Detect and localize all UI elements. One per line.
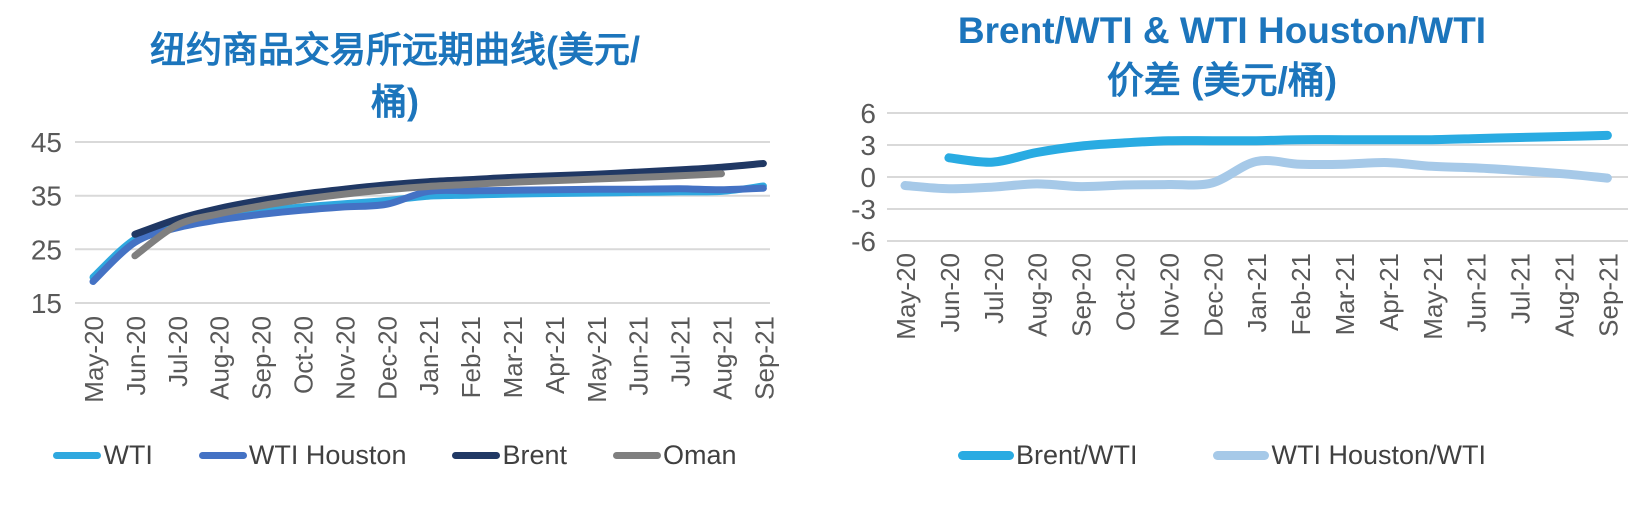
x-axis-tick-label: Mar-21 <box>498 316 528 398</box>
legend-label: Brent/WTI <box>1015 440 1138 470</box>
x-axis-tick-label: May-21 <box>582 316 612 403</box>
legend-item-brent-wti: Brent/WTI <box>957 440 1138 471</box>
plot-area: 630-3-6 May-20 Jun-20 Jul-20 Aug-20 Sep-20 Oct… <box>851 98 1628 340</box>
legend-label: Oman <box>663 440 737 470</box>
y-axis-tick-label: 35 <box>31 181 62 212</box>
x-axis-tick-label: Mar-21 <box>1330 253 1360 335</box>
y-axis-tick-label: 0 <box>860 162 876 193</box>
x-axis-tick-label: Jan-21 <box>414 316 444 396</box>
legend-line-swatch <box>452 452 501 459</box>
y-axis-tick-label: 6 <box>860 98 876 129</box>
x-axis-tick-label: May-21 <box>1418 253 1448 340</box>
x-axis-tick-label: Oct-20 <box>289 316 319 394</box>
x-axis-tick-label: Apr-21 <box>540 316 570 394</box>
x-axis-tick-label: Sep-21 <box>1593 253 1623 337</box>
series-line-brent <box>131 160 767 238</box>
legend-line-swatch <box>53 452 102 459</box>
chart-nymex-forward-curves: 纽约商品交易所远期曲线(美元/ 桶) 45 35 25 15 May-20 Jun-20 J… <box>0 0 790 514</box>
x-axis-tick-label: Aug-20 <box>205 316 235 400</box>
chart-title-line2: 桶) <box>371 81 419 122</box>
legend-item-oman: Oman <box>613 440 737 471</box>
x-axis-tick-label: Oct-20 <box>1111 253 1141 331</box>
x-axis-tick-label: Jul-20 <box>979 253 1009 324</box>
legend: Brent/WTI WTI Houston/WTI <box>800 440 1644 471</box>
legend-line-swatch <box>1213 451 1270 460</box>
x-axis-tick-label: Sep-20 <box>247 316 277 400</box>
x-axis-tick-label: Jun-21 <box>624 316 654 396</box>
legend-label: Brent <box>502 440 568 470</box>
chart-title: 纽约商品交易所远期曲线(美元/ 桶) <box>0 24 790 128</box>
x-axis-tick-label: Feb-21 <box>456 316 486 398</box>
x-axis-tick-label: Feb-21 <box>1286 253 1316 335</box>
legend-line-swatch <box>198 452 247 459</box>
legend-item-wti-houston-wti: WTI Houston/WTI <box>1213 440 1486 471</box>
x-axis-tick-label: Sep-21 <box>749 316 779 400</box>
x-axis-tick-label: Jan-21 <box>1242 253 1272 333</box>
legend: WTI WTI Houston Brent Oman <box>0 440 790 471</box>
y-axis-tick-label: -6 <box>851 226 876 257</box>
chart-title-line2: 价差 (美元/桶) <box>1106 60 1338 101</box>
x-axis-tick-label: Jul-21 <box>1506 253 1536 324</box>
x-axis-tick-label: Dec-20 <box>372 316 402 400</box>
x-axis-tick-label: Jun-20 <box>121 316 151 396</box>
series-line-brent-wti <box>944 130 1612 167</box>
series-line-wti <box>89 182 767 281</box>
y-axis-tick-label: -3 <box>851 194 876 225</box>
plot-area: 45 35 25 15 May-20 Jun-20 Jul-20 Aug-20 Sep-20 Oc… <box>31 127 780 403</box>
series-line-wti-houston-wti <box>900 156 1612 194</box>
y-axis-tick-label: 3 <box>860 130 876 161</box>
x-axis-tick-label: May-20 <box>891 253 921 340</box>
x-axis-tick-label: Aug-21 <box>1550 253 1580 337</box>
y-axis-tick-label: 15 <box>31 288 62 319</box>
x-axis-tick-label: Sep-20 <box>1067 253 1097 337</box>
legend-label: WTI Houston <box>248 440 407 470</box>
legend-item-brent: Brent <box>452 440 567 471</box>
x-axis-tick-label: Jul-21 <box>666 316 696 387</box>
x-axis-tick-label: May-20 <box>79 316 109 403</box>
x-axis-tick-label: Nov-20 <box>1154 253 1184 337</box>
series-line-wti-houston <box>89 184 767 286</box>
x-axis-tick-label: Jun-20 <box>935 253 965 333</box>
x-axis-tick-label: Nov-20 <box>330 316 360 400</box>
x-axis-tick-label: Aug-20 <box>1023 253 1053 337</box>
x-axis-tick-label: Aug-21 <box>708 316 738 400</box>
legend-line-swatch <box>957 451 1014 460</box>
x-axis-tick-label: Jul-20 <box>163 316 193 387</box>
legend-label: WTI <box>103 440 153 470</box>
y-axis-tick-label: 45 <box>31 127 62 158</box>
legend-label: WTI Houston/WTI <box>1271 440 1487 470</box>
legend-line-swatch <box>613 452 662 459</box>
x-axis-tick-label: Dec-20 <box>1198 253 1228 337</box>
series-line-oman <box>131 170 725 260</box>
legend-item-wti-houston: WTI Houston <box>198 440 407 471</box>
y-axis-tick-label: 25 <box>31 234 62 265</box>
x-axis-tick-label: Apr-21 <box>1374 253 1404 331</box>
chart-title-line1: 纽约商品交易所远期曲线(美元/ <box>150 29 640 70</box>
x-axis-tick-label: Jun-21 <box>1462 253 1492 333</box>
chart-title: Brent/WTI & WTI Houston/WTI 价差 (美元/桶) <box>800 6 1644 106</box>
legend-item-wti: WTI <box>53 440 153 471</box>
chart-title-line1: Brent/WTI & WTI Houston/WTI <box>957 10 1487 51</box>
